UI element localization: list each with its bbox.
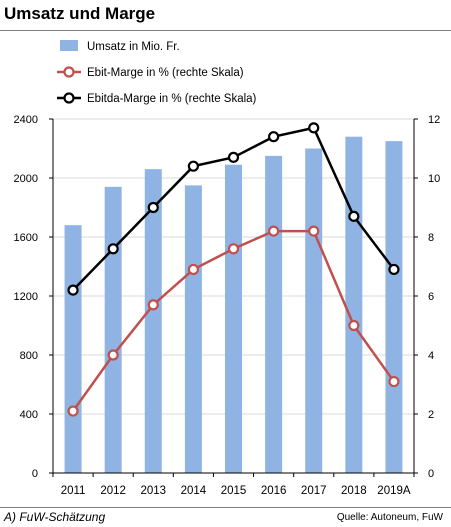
ebitda-margin-point: [187, 160, 199, 172]
revenue-bar: [225, 164, 242, 473]
ebit-margin-point: [227, 243, 240, 255]
ebitda-margin-point: [107, 243, 119, 255]
legend-swatch-ebit-marker: [63, 66, 75, 78]
chart: 0 400 800 1200 1600 2000 2400 0 2 4 6 8 10 12 2011 2012…: [14, 40, 440, 497]
chart-title: Umsatz und Marge: [4, 4, 156, 23]
left-tick-label: 2400: [14, 114, 38, 126]
legend-swatch-ebitda-marker: [63, 92, 75, 104]
ebitda-margin-point: [388, 263, 400, 276]
x-tick-label: 2012: [100, 485, 126, 497]
ebitda-margin-point: [268, 131, 280, 143]
right-tick-label: 6: [428, 291, 434, 303]
revenue-bar: [64, 225, 82, 473]
x-tick-label: 2013: [140, 485, 166, 497]
ebitda-margin-point: [227, 151, 240, 163]
ebit-margin-point: [388, 375, 400, 388]
ebit-margin-point: [268, 225, 280, 237]
ebitda-margin-point: [348, 210, 360, 222]
bottom-rule: [0, 507, 451, 508]
left-tick-label: 800: [20, 350, 38, 362]
revenue-bar: [184, 185, 202, 473]
x-tick-label: 2019A: [377, 485, 411, 497]
ebit-margin-point: [308, 225, 320, 237]
top-rule: [0, 30, 451, 31]
ebit-margin-point: [147, 299, 159, 311]
right-tick-label: 0: [428, 468, 434, 480]
left-tick-label: 400: [20, 409, 38, 421]
source-note: Quelle: Autoneum, FuW: [336, 512, 443, 523]
ebit-margin-point: [187, 263, 199, 276]
ebit-margin-point: [107, 349, 119, 361]
revenue-bar: [144, 169, 162, 473]
left-tick-label: 1600: [14, 232, 38, 244]
right-tick-label: 12: [428, 114, 440, 126]
legend-label-ebit: Ebit-Marge in % (rechte Skala): [87, 67, 244, 79]
legend-label-revenue: Umsatz in Mio. Fr.: [87, 41, 180, 53]
revenue-bar: [265, 155, 283, 473]
right-tick-label: 10: [428, 173, 440, 185]
ebit-margin-point: [348, 319, 360, 332]
legend-label-ebitda: Ebitda-Marge in % (rechte Skala): [87, 93, 257, 105]
legend-swatch-revenue: [60, 40, 78, 51]
x-tick-label: 2018: [341, 485, 367, 497]
ebitda-margin-point: [67, 284, 79, 296]
revenue-bar: [385, 141, 403, 473]
x-tick-label: 2016: [261, 485, 287, 497]
x-tick-label: 2015: [221, 485, 247, 497]
x-tick-label: 2011: [61, 485, 86, 497]
footnote: A) FuW-Schätzung: [4, 510, 106, 524]
ebitda-margin-point: [147, 201, 159, 214]
revenue-bar: [345, 136, 363, 473]
revenue-bar: [305, 148, 323, 473]
right-tick-label: 8: [428, 232, 434, 244]
x-tick-label: 2014: [181, 485, 207, 497]
left-tick-label: 1200: [14, 291, 38, 303]
right-tick-label: 4: [428, 350, 434, 362]
ebitda-margin-point: [308, 122, 320, 134]
ebit-margin-point: [67, 405, 79, 417]
left-tick-label: 2000: [14, 173, 38, 185]
right-tick-label: 2: [428, 409, 434, 421]
x-tick-label: 2017: [301, 485, 327, 497]
left-tick-label: 0: [32, 468, 38, 480]
revenue-bar: [104, 186, 122, 473]
